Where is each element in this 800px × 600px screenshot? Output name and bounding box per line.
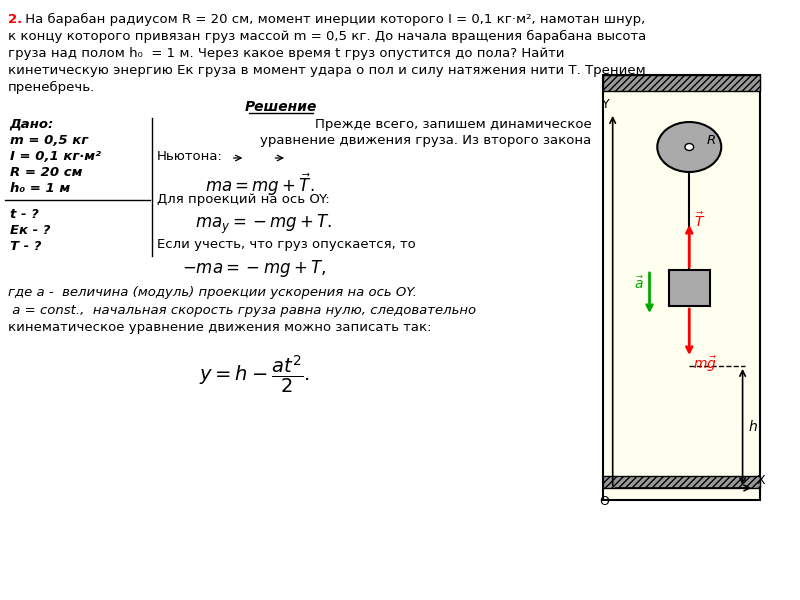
Text: $ma = mg + \vec{T}.$: $ma = mg + \vec{T}.$ — [205, 172, 314, 199]
Text: $\vec{T}$: $\vec{T}$ — [694, 211, 706, 230]
Text: Eк - ?: Eк - ? — [10, 224, 50, 237]
Text: R: R — [706, 133, 716, 146]
Text: кинематическое уравнение движения можно записать так:: кинематическое уравнение движения можно … — [8, 321, 431, 334]
Text: $\vec{a}$: $\vec{a}$ — [634, 275, 645, 292]
Text: R = 20 см: R = 20 см — [10, 166, 82, 179]
Text: $-ma = -mg + T,$: $-ma = -mg + T,$ — [182, 258, 326, 279]
Text: Y: Y — [602, 98, 610, 111]
Text: На барабан радиусом R = 20 см, момент инерции которого I = 0,1 кг·м², намотан шн: На барабан радиусом R = 20 см, момент ин… — [22, 13, 646, 26]
Ellipse shape — [658, 122, 722, 172]
Text: к концу которого привязан груз массой m = 0,5 кг. До начала вращения барабана вы: к концу которого привязан груз массой m … — [8, 30, 646, 43]
Text: пренебречь.: пренебречь. — [8, 81, 95, 94]
Text: h: h — [749, 420, 757, 434]
Bar — [669, 270, 710, 306]
Text: Для проекций на ось OY:: Для проекций на ось OY: — [157, 193, 330, 206]
Text: I = 0,1 кг·м²: I = 0,1 кг·м² — [10, 150, 101, 163]
Ellipse shape — [685, 143, 694, 151]
Text: O: O — [599, 495, 609, 508]
Text: Решение: Решение — [245, 100, 318, 114]
Text: $y = h - \dfrac{at^2}{2}.$: $y = h - \dfrac{at^2}{2}.$ — [198, 353, 310, 395]
Text: T - ?: T - ? — [10, 240, 41, 253]
Text: Ньютона:: Ньютона: — [157, 150, 223, 163]
Text: 2.: 2. — [8, 13, 22, 26]
Text: h₀ = 1 м: h₀ = 1 м — [10, 182, 70, 195]
Text: кинетическую энергию Eк груза в момент удара о пол и силу натяжения нити Т. Трен: кинетическую энергию Eк груза в момент у… — [8, 64, 646, 77]
Text: уравнение движения груза. Из второго закона: уравнение движения груза. Из второго зак… — [260, 134, 591, 147]
Text: Прежде всего, запишем динамическое: Прежде всего, запишем динамическое — [314, 118, 591, 131]
Text: X: X — [756, 475, 765, 487]
Text: Дано:: Дано: — [10, 118, 54, 131]
Bar — [603, 75, 760, 500]
Text: t - ?: t - ? — [10, 208, 38, 221]
Text: a = const.,  начальная скорость груза равна нулю, следовательно: a = const., начальная скорость груза рав… — [8, 304, 476, 317]
Text: где a -  величина (модуль) проекции ускорения на ось OY.: где a - величина (модуль) проекции ускор… — [8, 286, 417, 299]
Bar — [603, 476, 760, 488]
Text: m = 0,5 кг: m = 0,5 кг — [10, 134, 88, 147]
Text: $m\vec{g}$: $m\vec{g}$ — [693, 354, 717, 374]
Text: груза над полом h₀  = 1 м. Через какое время t груз опустится до пола? Найти: груза над полом h₀ = 1 м. Через какое вр… — [8, 47, 564, 60]
Bar — [603, 75, 760, 91]
Text: $ma_y = -mg + T.$: $ma_y = -mg + T.$ — [195, 213, 332, 236]
Text: Если учесть, что груз опускается, то: Если учесть, что груз опускается, то — [157, 238, 416, 251]
